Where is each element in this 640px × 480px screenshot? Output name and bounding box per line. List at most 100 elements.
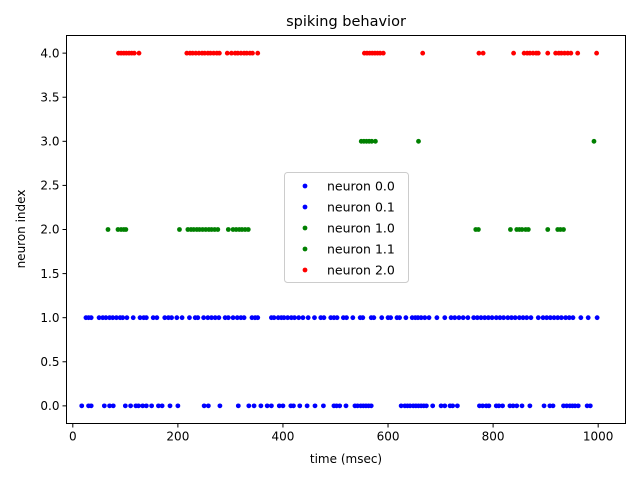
spike-point <box>501 315 507 321</box>
y-axis: 0.0 0.5 1.0 1.5 2.0 2.5 3.0 3.5 4.0 <box>40 46 67 413</box>
spike-point <box>321 403 326 409</box>
x-tick-label: 200 <box>166 430 189 444</box>
spike-point <box>255 50 261 56</box>
spike-point <box>482 315 488 321</box>
spike-point <box>442 315 448 321</box>
y-tick-label: 2.0 <box>40 223 59 237</box>
spike-point <box>201 403 207 409</box>
spike-point <box>217 403 223 409</box>
spike-point <box>280 403 286 409</box>
spike-point <box>150 315 156 321</box>
spike-point <box>312 315 317 321</box>
spike-point <box>177 227 182 232</box>
spike-point <box>508 227 513 232</box>
y-tick-label: 2.5 <box>40 179 59 193</box>
spike-point <box>101 403 107 409</box>
legend-label: neuron 1.0 <box>327 221 395 236</box>
spike-point <box>110 403 116 409</box>
legend-label: neuron 0.1 <box>327 200 395 215</box>
spike-point <box>175 403 181 409</box>
spike-point <box>123 227 129 232</box>
spike-point <box>496 403 502 409</box>
spike-point <box>480 403 485 409</box>
spike-point <box>520 315 526 321</box>
spike-point <box>195 315 201 321</box>
spike-point <box>269 403 274 409</box>
spike-point <box>297 403 303 409</box>
spike-point <box>296 315 302 321</box>
spike-point <box>380 50 386 56</box>
spike-point <box>559 315 564 321</box>
spike-point <box>201 315 207 321</box>
spike-point <box>304 403 310 409</box>
legend-marker <box>302 246 308 252</box>
spike-point <box>79 403 85 409</box>
spike-point <box>493 315 499 321</box>
spike-point <box>105 227 111 232</box>
spike-point <box>541 403 547 409</box>
spike-point <box>305 315 311 321</box>
spike-point <box>205 403 211 409</box>
spike-point <box>398 403 404 409</box>
y-tick-label: 0.0 <box>40 399 59 413</box>
spike-point <box>169 315 174 321</box>
spike-point <box>485 315 491 321</box>
spike-point <box>88 315 94 321</box>
spike-point <box>205 315 211 321</box>
spike-point <box>369 138 375 144</box>
spike-point <box>430 403 436 409</box>
spike-point <box>551 315 557 321</box>
spike-point <box>128 403 134 409</box>
spike-point <box>550 403 556 409</box>
spike-point <box>524 315 530 321</box>
spike-point <box>114 315 119 321</box>
spike-point <box>528 315 534 321</box>
spike-point <box>271 315 277 321</box>
spike-point <box>471 315 477 321</box>
chart-title: spiking behavior <box>286 14 406 30</box>
legend: neuron 0.0 neuron 0.1 neuron 1.0 neuron 1.1… <box>284 172 409 283</box>
y-tick-label: 1.0 <box>40 311 59 325</box>
spike-point <box>149 403 155 409</box>
spike-point <box>594 50 599 56</box>
spike-point <box>566 315 572 321</box>
spike-point <box>587 403 593 409</box>
spike-point <box>334 315 340 321</box>
spike-point <box>578 315 584 321</box>
x-axis: 0 200 400 600 800 1000 <box>69 423 613 444</box>
spike-point <box>489 315 495 321</box>
spike-point <box>344 315 349 321</box>
legend-marker <box>302 183 308 189</box>
spike-point <box>505 315 511 321</box>
spike-point <box>234 315 240 321</box>
x-tick-label: 600 <box>377 430 400 444</box>
spike-point <box>360 315 366 321</box>
spike-point <box>122 403 128 409</box>
spike-point <box>497 315 503 321</box>
legend-label: neuron 2.0 <box>327 263 395 278</box>
x-tick-label: 800 <box>482 430 505 444</box>
y-axis-title: neuron index <box>14 190 28 269</box>
spike-point <box>154 315 160 321</box>
spike-point <box>519 403 525 409</box>
spike-point <box>337 403 343 409</box>
data-points <box>79 50 600 409</box>
spike-point <box>591 138 597 144</box>
spike-point <box>179 315 185 321</box>
spike-point <box>350 315 356 321</box>
spike-point <box>545 50 551 56</box>
legend-marker <box>302 267 308 273</box>
spike-point <box>156 403 161 409</box>
spike-point <box>426 315 432 321</box>
spike-point <box>224 50 230 56</box>
spike-point <box>535 315 541 321</box>
spike-point <box>474 315 480 321</box>
spike-point <box>460 315 466 321</box>
spike-point <box>544 315 550 321</box>
spike-point <box>594 315 600 321</box>
spike-point <box>525 227 531 232</box>
spike-point <box>250 50 255 56</box>
spike-point <box>251 403 257 409</box>
spike-point <box>420 50 426 56</box>
